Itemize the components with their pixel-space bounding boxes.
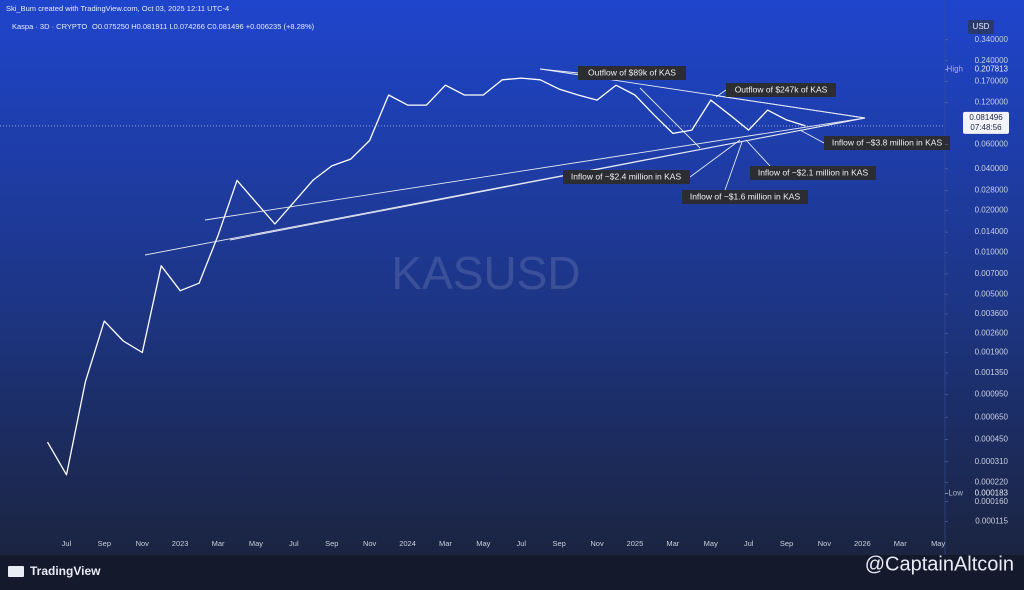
annotation: Outflow of $89k of KAS [539,66,686,80]
low-label: Low [948,489,963,498]
x-tick-label: 2024 [399,539,416,548]
x-tick-label: Sep [98,539,111,548]
x-tick-label: 2026 [854,539,871,548]
x-tick-label: May [931,539,945,548]
x-tick-label: Nov [136,539,150,548]
y-tick-label: 0.005000 [975,289,1009,298]
brand-logo [8,566,24,577]
price-line [46,77,806,476]
x-tick-label: Sep [780,539,793,548]
x-tick-label: Nov [363,539,377,548]
annotation-text: Inflow of ~$2.1 million in KAS [758,167,869,177]
x-tick-label: 2025 [627,539,644,548]
credit-brand: @CaptainAltcoin [865,553,1014,575]
x-tick-label: Mar [666,539,679,548]
y-tick-label: 0.000310 [975,457,1009,466]
x-tick-label: Mar [212,539,225,548]
countdown: 07:48:56 [970,123,1002,132]
y-tick-label: 0.002600 [975,329,1009,338]
x-tick-label: May [476,539,490,548]
annotation-text: Outflow of $89k of KAS [588,67,676,77]
trend-lines [144,68,866,256]
x-tick-label: Jul [289,539,299,548]
annotation: Inflow of ~$2.4 million in KAS [563,139,741,184]
footer-background [0,555,1024,590]
y-tick-label: 0.014000 [975,227,1009,236]
annotation-text: Outflow of $247k of KAS [735,84,828,94]
y-tick-label: 0.000650 [975,412,1009,421]
y-tick-label: 0.340000 [975,35,1009,44]
x-tick-label: Mar [439,539,452,548]
y-tick-label: 0.040000 [975,164,1009,173]
y-tick-label: 0.170000 [975,77,1009,86]
y-tick-label: 0.060000 [975,139,1009,148]
x-tick-label: Mar [894,539,907,548]
last-price-box [963,111,1009,134]
currency: USD [973,22,990,31]
y-tick-label: 0.028000 [975,185,1009,194]
x-tick-label: Jul [516,539,526,548]
currency-box [968,20,994,34]
high-value: 0.207813 [975,65,1009,74]
x-tick-label: May [249,539,263,548]
credit-line: Ski_Bum created with TradingView.com, Oc… [6,4,229,13]
y-tick-label: 0.000220 [975,478,1009,487]
x-tick-label: Nov [590,539,604,548]
y-tick-label: 0.001350 [975,368,1009,377]
x-tick-label: Sep [325,539,338,548]
annotation: Inflow of ~$3.8 million in KAS [799,129,950,150]
y-tick-label: 0.001900 [975,348,1009,357]
y-tick-label: 0.020000 [975,206,1009,215]
x-tick-label: Jul [744,539,754,548]
y-tick-label: 0.120000 [975,98,1009,107]
x-tick-label: Jul [62,539,72,548]
watermark: KASUSD [391,247,580,299]
annotation: Inflow of ~$2.1 million in KAS [745,139,876,180]
y-tick-label: 0.003600 [975,309,1009,318]
x-tick-label: 2023 [172,539,189,548]
ohlc-line: O0.075250 H0.081911 L0.074266 C0.081496 … [92,22,315,31]
x-tick-label: May [704,539,718,548]
brand: TradingView [30,564,101,578]
annotation: Outflow of $247k of KAS [715,83,836,98]
annotation-text: Inflow of ~$3.8 million in KAS [832,137,943,147]
y-tick-label: 0.007000 [975,269,1009,278]
symbol-line: Kaspa · 3D · CRYPTO [12,22,87,31]
y-tick-label: 0.000450 [975,434,1009,443]
x-tick-label: Sep [552,539,565,548]
high-label: High [947,65,963,74]
y-tick-label: 0.000160 [975,497,1009,506]
low-value: 0.000183 [975,489,1009,498]
y-tick-label: 0.010000 [975,247,1009,256]
last-price: 0.081496 [969,113,1003,122]
x-tick-label: Nov [818,539,832,548]
y-tick-label: 0.000950 [975,389,1009,398]
y-tick-label: 0.000115 [975,517,1008,526]
annotation: Inflow of ~$1.6 million in KAS [682,141,808,204]
annotation-text: Inflow of ~$2.4 million in KAS [571,171,682,181]
y-tick-label: 0.240000 [975,56,1009,65]
annotation-text: Inflow of ~$1.6 million in KAS [690,191,801,201]
